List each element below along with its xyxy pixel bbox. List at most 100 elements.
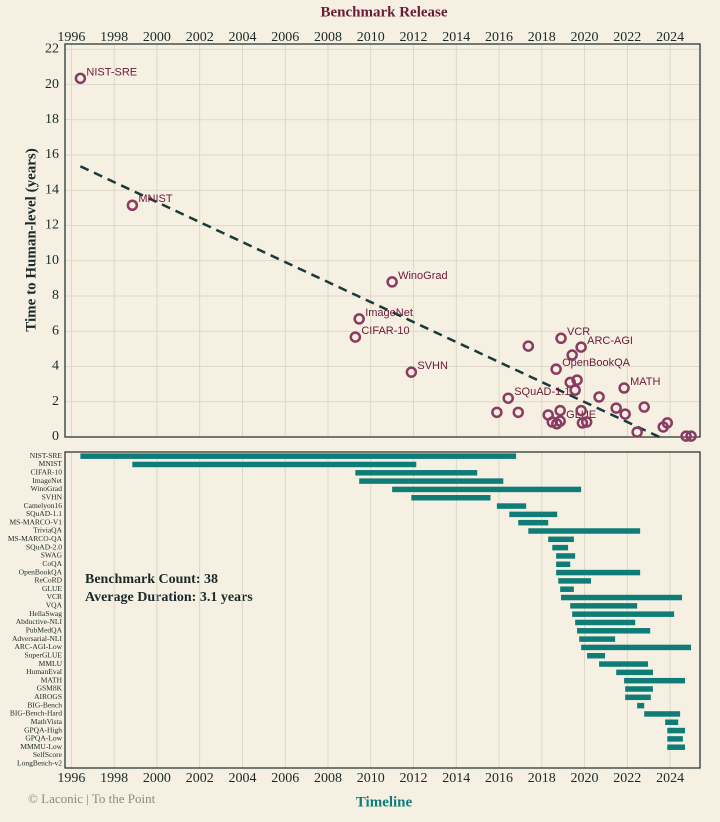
bar xyxy=(392,486,582,493)
y-tick-label: GPQA-High xyxy=(24,725,62,734)
y-tick-label: ARC-AGI-Low xyxy=(15,642,63,651)
y-tick-label: 14 xyxy=(45,182,59,197)
y-tick-label: Adversarial-NLI xyxy=(12,634,62,643)
y-tick-label: SQuAD-2.0 xyxy=(26,542,62,551)
annotation: Benchmark Count: 38 xyxy=(85,572,218,587)
bar xyxy=(599,661,649,667)
y-tick-label: ReCoRD xyxy=(34,576,62,585)
bar xyxy=(548,536,574,543)
data-point xyxy=(405,366,418,378)
point-label: CIFAR-10 xyxy=(361,325,409,337)
y-tick-label: ImageNet xyxy=(32,476,62,485)
data-point xyxy=(126,199,139,212)
x-tick-label: 2024 xyxy=(656,771,684,786)
x-tick-label: 2018 xyxy=(528,30,556,45)
y-tick-label: 6 xyxy=(52,323,59,338)
y-tick-label: BIG-Bench-Hard xyxy=(10,709,62,718)
bar xyxy=(625,686,653,692)
plot-frame xyxy=(64,451,701,769)
point-label: MNIST xyxy=(138,193,173,205)
point-label: SVHN xyxy=(417,360,448,372)
point-label: ARC-AGI xyxy=(587,335,633,347)
y-tick-label: 12 xyxy=(45,218,59,233)
y-tick-label: NIST-SRE xyxy=(30,451,63,460)
bar xyxy=(556,569,641,576)
footer: © Laconic | To the Point xyxy=(28,791,156,806)
bar xyxy=(80,453,517,459)
data-point xyxy=(550,363,562,375)
y-tick-label: OpenBookQA xyxy=(19,567,63,576)
data-point xyxy=(680,430,692,442)
data-point xyxy=(610,402,622,414)
x-tick-label: 2014 xyxy=(442,771,470,786)
x-tick-label: 2000 xyxy=(143,30,171,45)
y-tick-label: Camelyon16 xyxy=(24,501,63,510)
data-point xyxy=(564,376,576,389)
bar xyxy=(570,603,638,609)
x-tick-label: 2016 xyxy=(485,771,513,786)
y-tick-label: AIROGS xyxy=(34,692,62,701)
data-point xyxy=(353,313,365,325)
point-label: ImageNet xyxy=(365,307,413,319)
y-tick-label: GLUE xyxy=(42,584,62,593)
y-tick-label: MMMU-Low xyxy=(20,742,62,751)
bar xyxy=(625,694,651,701)
chart-title: Benchmark Release xyxy=(320,4,447,20)
bar xyxy=(509,511,558,518)
y-tick-label: GPQA-Low xyxy=(25,734,62,743)
annotation: Average Duration: 3.1 years xyxy=(85,590,253,605)
y-tick-label: 10 xyxy=(45,253,59,268)
x-tick-label: 2006 xyxy=(271,30,299,45)
x-tick-label: 2022 xyxy=(613,30,641,45)
plot-frame xyxy=(64,43,701,438)
x-tick-label: 2004 xyxy=(228,30,256,45)
y-tick-label: 4 xyxy=(52,359,59,374)
point-label: VCR xyxy=(567,326,590,338)
x-tick-label: 2010 xyxy=(357,30,385,45)
data-point xyxy=(554,404,566,417)
data-point xyxy=(349,331,362,343)
bar xyxy=(561,594,683,601)
x-tick-label: 2002 xyxy=(186,30,214,45)
data-point xyxy=(661,417,674,429)
x-tick-label: 2020 xyxy=(571,771,599,786)
bar xyxy=(528,528,641,534)
data-point xyxy=(580,416,593,428)
bar xyxy=(577,628,651,634)
y-tick-label: 20 xyxy=(45,77,59,92)
bar xyxy=(624,677,686,684)
bar xyxy=(572,611,675,617)
chart-title: Timeline xyxy=(356,794,413,810)
data-point xyxy=(571,374,583,386)
y-tick-label: WinoGrad xyxy=(31,484,63,493)
bar xyxy=(644,711,681,717)
point-label: WinoGrad xyxy=(398,270,448,282)
x-tick-label: 2002 xyxy=(186,771,214,786)
x-tick-label: 2016 xyxy=(485,30,513,45)
y-tick-label: PubMedQA xyxy=(26,626,63,635)
y-tick-label: 0 xyxy=(52,429,59,444)
data-point xyxy=(619,408,631,420)
y-tick-label: 8 xyxy=(52,288,59,303)
x-tick-label: 2008 xyxy=(314,30,342,45)
y-tick-label: VQA xyxy=(46,601,63,610)
y-tick-label: MS-MARCO-V1 xyxy=(9,517,62,526)
x-tick-label: 2008 xyxy=(314,771,342,786)
y-tick-label: HumanEval xyxy=(26,667,62,676)
x-tick-label: 2000 xyxy=(143,771,171,786)
bar xyxy=(667,727,686,734)
x-tick-label: 1998 xyxy=(100,771,128,786)
x-tick-label: 2024 xyxy=(656,30,684,45)
x-tick-label: 2012 xyxy=(400,771,428,786)
x-tick-label: 2012 xyxy=(400,30,428,45)
bar xyxy=(575,619,636,626)
y-tick-label: MATH xyxy=(41,675,63,684)
y-tick-label: CoQA xyxy=(42,559,62,568)
y-tick-label: LongBench-v2 xyxy=(17,759,62,768)
y-tick-label: MMLU xyxy=(39,659,63,668)
point-label: NIST-SRE xyxy=(86,66,137,78)
y-tick-label: Abductive-NLI xyxy=(16,617,63,626)
y-tick-label: SVHN xyxy=(42,492,63,501)
y-tick-label: CIFAR-10 xyxy=(30,468,62,477)
bar xyxy=(132,461,417,468)
